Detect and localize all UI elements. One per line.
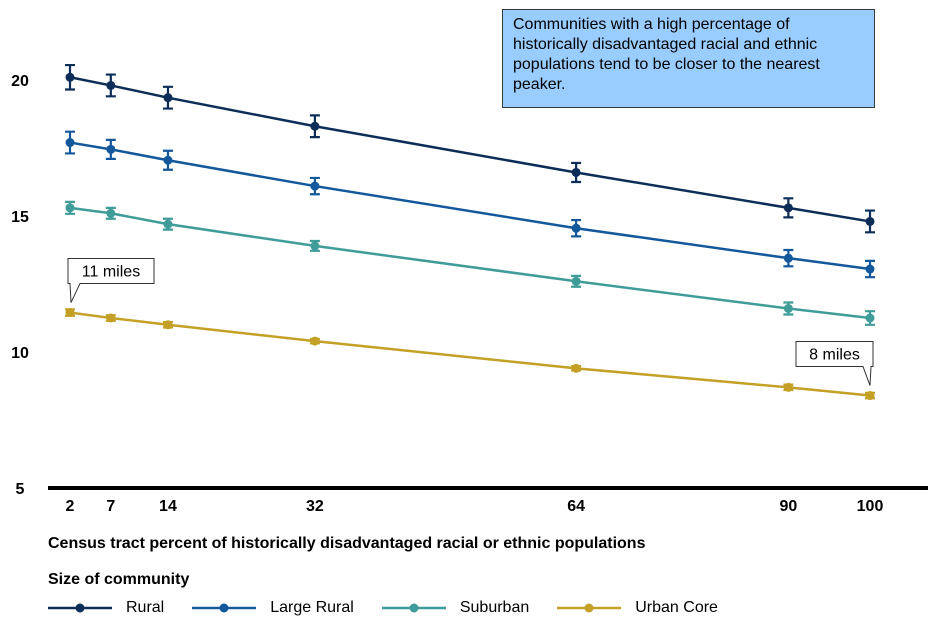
data-point-rural bbox=[571, 167, 581, 177]
data-point-large-rural bbox=[310, 181, 320, 191]
data-point-large-rural bbox=[865, 264, 875, 274]
data-point-rural bbox=[783, 203, 793, 213]
line-chart: 5 10 15 20 2 7 14 32 64 90 100 11 miles 8 miles bbox=[11, 63, 928, 515]
data-point-suburban bbox=[106, 208, 116, 218]
x-tick-label: 32 bbox=[306, 498, 324, 515]
y-tick-label: 15 bbox=[11, 209, 29, 226]
callout-label: 8 miles bbox=[809, 347, 860, 364]
x-tick-label: 2 bbox=[66, 498, 75, 515]
legend-swatch-large-rural bbox=[192, 603, 257, 612]
data-point-rural bbox=[163, 93, 173, 103]
data-point-suburban bbox=[783, 303, 793, 313]
data-point-suburban bbox=[65, 203, 75, 213]
callout-label: 11 miles bbox=[82, 264, 140, 281]
data-point-urban-core bbox=[865, 391, 875, 401]
legend-label-rural: Rural bbox=[126, 598, 165, 616]
data-point-urban-core bbox=[783, 382, 793, 392]
data-point-urban-core bbox=[571, 363, 581, 373]
data-point-rural bbox=[865, 216, 875, 226]
legend-item-rural: Rural bbox=[48, 599, 164, 617]
data-point-large-rural bbox=[163, 155, 173, 165]
data-point-rural bbox=[65, 72, 75, 82]
series-line-urban-core bbox=[69, 311, 871, 397]
data-point-rural bbox=[310, 121, 320, 131]
legend: Rural Large Rural Suburban Urban Core bbox=[48, 597, 746, 618]
data-point-large-rural bbox=[783, 253, 793, 263]
legend-title: Size of community bbox=[48, 571, 190, 588]
x-tick-label: 14 bbox=[159, 498, 177, 515]
legend-label-urban-core: Urban Core bbox=[635, 598, 718, 616]
callout-box bbox=[795, 341, 874, 386]
x-tick-label: 64 bbox=[567, 498, 585, 515]
data-point-suburban bbox=[310, 241, 320, 251]
data-point-large-rural bbox=[571, 223, 581, 233]
legend-swatch-suburban bbox=[381, 603, 446, 612]
callout-box bbox=[67, 258, 155, 303]
legend-item-large-rural: Large Rural bbox=[192, 599, 354, 617]
data-point-suburban bbox=[163, 219, 173, 229]
legend-label-large-rural: Large Rural bbox=[270, 598, 354, 616]
legend-item-suburban: Suburban bbox=[381, 598, 530, 617]
x-tick-label: 90 bbox=[779, 498, 797, 515]
data-point-suburban bbox=[865, 313, 875, 323]
legend-label-suburban: Suburban bbox=[459, 598, 530, 616]
annotation-text: Communities with a high percentage of hi… bbox=[513, 16, 820, 93]
x-tick-label: 7 bbox=[106, 498, 115, 515]
legend-swatch-urban-core bbox=[557, 603, 622, 612]
data-point-large-rural bbox=[106, 144, 116, 154]
series-line-suburban bbox=[69, 206, 871, 320]
data-point-urban-core bbox=[106, 313, 116, 323]
x-axis-title: Census tract percent of historically dis… bbox=[48, 535, 646, 552]
y-tick-label: 10 bbox=[11, 345, 29, 362]
data-point-suburban bbox=[571, 276, 581, 286]
legend-swatch-rural bbox=[48, 603, 112, 612]
series-line-large-rural bbox=[69, 141, 871, 271]
annotation-box: Communities with a high percentage of hi… bbox=[502, 9, 875, 108]
x-tick-label: 100 bbox=[857, 498, 884, 515]
data-point-large-rural bbox=[65, 138, 75, 148]
y-tick-label: 20 bbox=[11, 73, 29, 90]
data-point-urban-core bbox=[310, 336, 320, 346]
data-point-urban-core bbox=[163, 320, 173, 330]
y-tick-label: 5 bbox=[16, 481, 25, 498]
data-point-urban-core bbox=[65, 308, 75, 318]
legend-item-urban-core: Urban Core bbox=[557, 599, 718, 617]
data-point-rural bbox=[106, 80, 116, 90]
